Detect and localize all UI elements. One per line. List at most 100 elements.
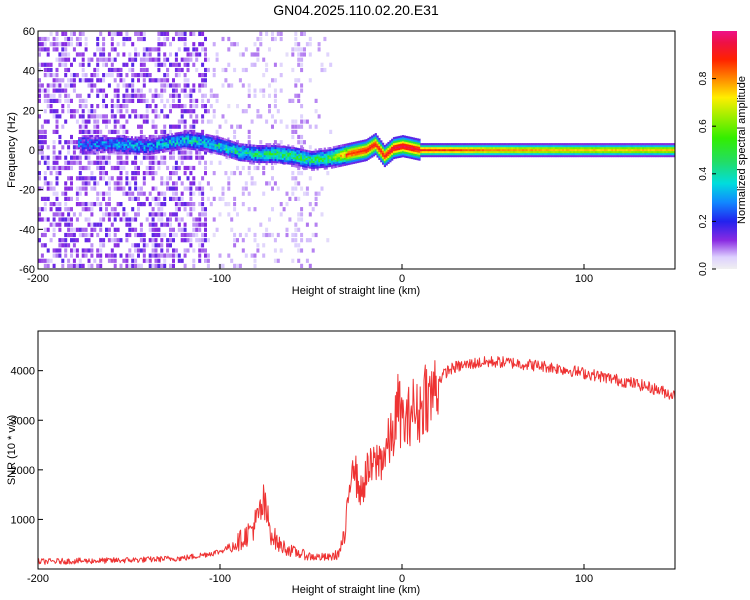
noise-cell: [169, 155, 172, 160]
ridge-cell: [412, 149, 416, 152]
noise-cell: [177, 202, 181, 207]
noise-cell: [43, 109, 47, 114]
ridge-cell: [576, 147, 579, 150]
ridge-cell: [453, 151, 456, 154]
noise-cell: [67, 165, 71, 171]
ridge-cell: [418, 152, 421, 155]
noise-cell: [320, 186, 324, 191]
noise-cell: [174, 31, 178, 36]
ridge-cell: [138, 152, 141, 155]
ridge-cell: [331, 164, 334, 167]
noise-cell: [113, 217, 117, 222]
noise-cell: [142, 191, 146, 196]
noise-cell: [125, 181, 129, 186]
noise-cell: [262, 93, 266, 98]
noise-cell: [169, 124, 172, 129]
ridge-cell: [358, 142, 361, 145]
ridge-cell: [272, 156, 275, 160]
noise-cell: [195, 227, 199, 232]
ridge-cell: [94, 137, 97, 140]
noise-cell: [157, 62, 161, 67]
noise-cell: [67, 36, 71, 42]
noise-cell: [125, 129, 129, 134]
noise-cell: [192, 119, 196, 124]
ridge-cell: [260, 153, 263, 156]
noise-cell: [265, 62, 269, 67]
noise-cell: [218, 212, 222, 217]
ridge-cell: [480, 145, 483, 148]
ridge-cell: [198, 136, 201, 139]
ridge-cell: [458, 155, 461, 158]
ridge-cell: [414, 143, 417, 147]
ridge-cell: [296, 157, 299, 160]
ridge-cell: [198, 148, 201, 151]
ridge-cell: [658, 149, 661, 152]
noise-cell: [125, 263, 129, 268]
noise-cell: [204, 109, 207, 114]
ridge-cell: [511, 149, 514, 152]
ridge-cell: [362, 151, 365, 154]
noise-cell: [236, 165, 239, 171]
ridge-cell: [645, 153, 649, 156]
ridge-cell: [258, 158, 261, 162]
ridge-cell: [533, 153, 536, 156]
ridge-cell: [165, 142, 168, 145]
ridge-cell: [509, 149, 512, 152]
noise-cell: [177, 155, 181, 160]
ridge-cell: [380, 154, 383, 157]
noise-cell: [107, 160, 111, 165]
noise-cell: [163, 181, 167, 186]
ridge-cell: [269, 147, 272, 150]
ridge-cell: [287, 144, 290, 147]
ridge-cell: [351, 162, 354, 165]
noise-cell: [64, 155, 68, 160]
noise-cell: [78, 186, 82, 191]
ridge-cell: [267, 145, 270, 148]
noise-cell: [58, 248, 62, 253]
ridge-cell: [154, 137, 157, 141]
ridge-cell: [369, 136, 372, 139]
ridge-cell: [347, 158, 350, 162]
ridge-cell: [560, 147, 563, 150]
ridge-cell: [300, 164, 303, 167]
ridge-cell: [216, 150, 219, 153]
noise-cell: [90, 104, 94, 109]
ridge-cell: [620, 147, 623, 150]
noise-cell: [172, 186, 175, 191]
noise-cell: [201, 119, 205, 124]
noise-cell: [58, 98, 62, 103]
ridge-cell: [434, 147, 437, 150]
ridge-cell: [578, 147, 581, 150]
noise-cell: [300, 57, 304, 62]
ridge-cell: [207, 148, 210, 151]
noise-cell: [195, 114, 199, 119]
ridge-cell: [289, 148, 292, 151]
ridge-cell: [656, 151, 659, 154]
ridge-cell: [118, 141, 121, 144]
ridge-cell: [107, 143, 110, 146]
noise-cell: [70, 181, 73, 186]
noise-cell: [204, 253, 207, 258]
noise-cell: [142, 83, 146, 88]
ridge-cell: [611, 155, 614, 158]
noise-cell: [297, 248, 301, 253]
ridge-cell: [247, 146, 250, 149]
noise-cell: [241, 238, 245, 243]
noise-cell: [192, 232, 196, 238]
ridge-cell: [229, 155, 232, 159]
noise-cell: [40, 145, 44, 150]
ridge-cell: [192, 144, 195, 147]
ridge-cell: [647, 147, 650, 150]
ridge-cell: [145, 146, 148, 150]
ridge-cell: [631, 143, 634, 146]
noise-cell: [38, 134, 41, 140]
ridge-cell: [252, 146, 255, 149]
ridge-cell: [225, 156, 228, 159]
noise-cell: [300, 238, 304, 243]
noise-cell: [105, 73, 108, 78]
ridge-cell: [645, 143, 649, 146]
ridge-cell: [296, 165, 299, 168]
ridge-cell: [311, 168, 314, 171]
ridge-cell: [620, 149, 623, 152]
ridge-cell: [176, 148, 179, 151]
